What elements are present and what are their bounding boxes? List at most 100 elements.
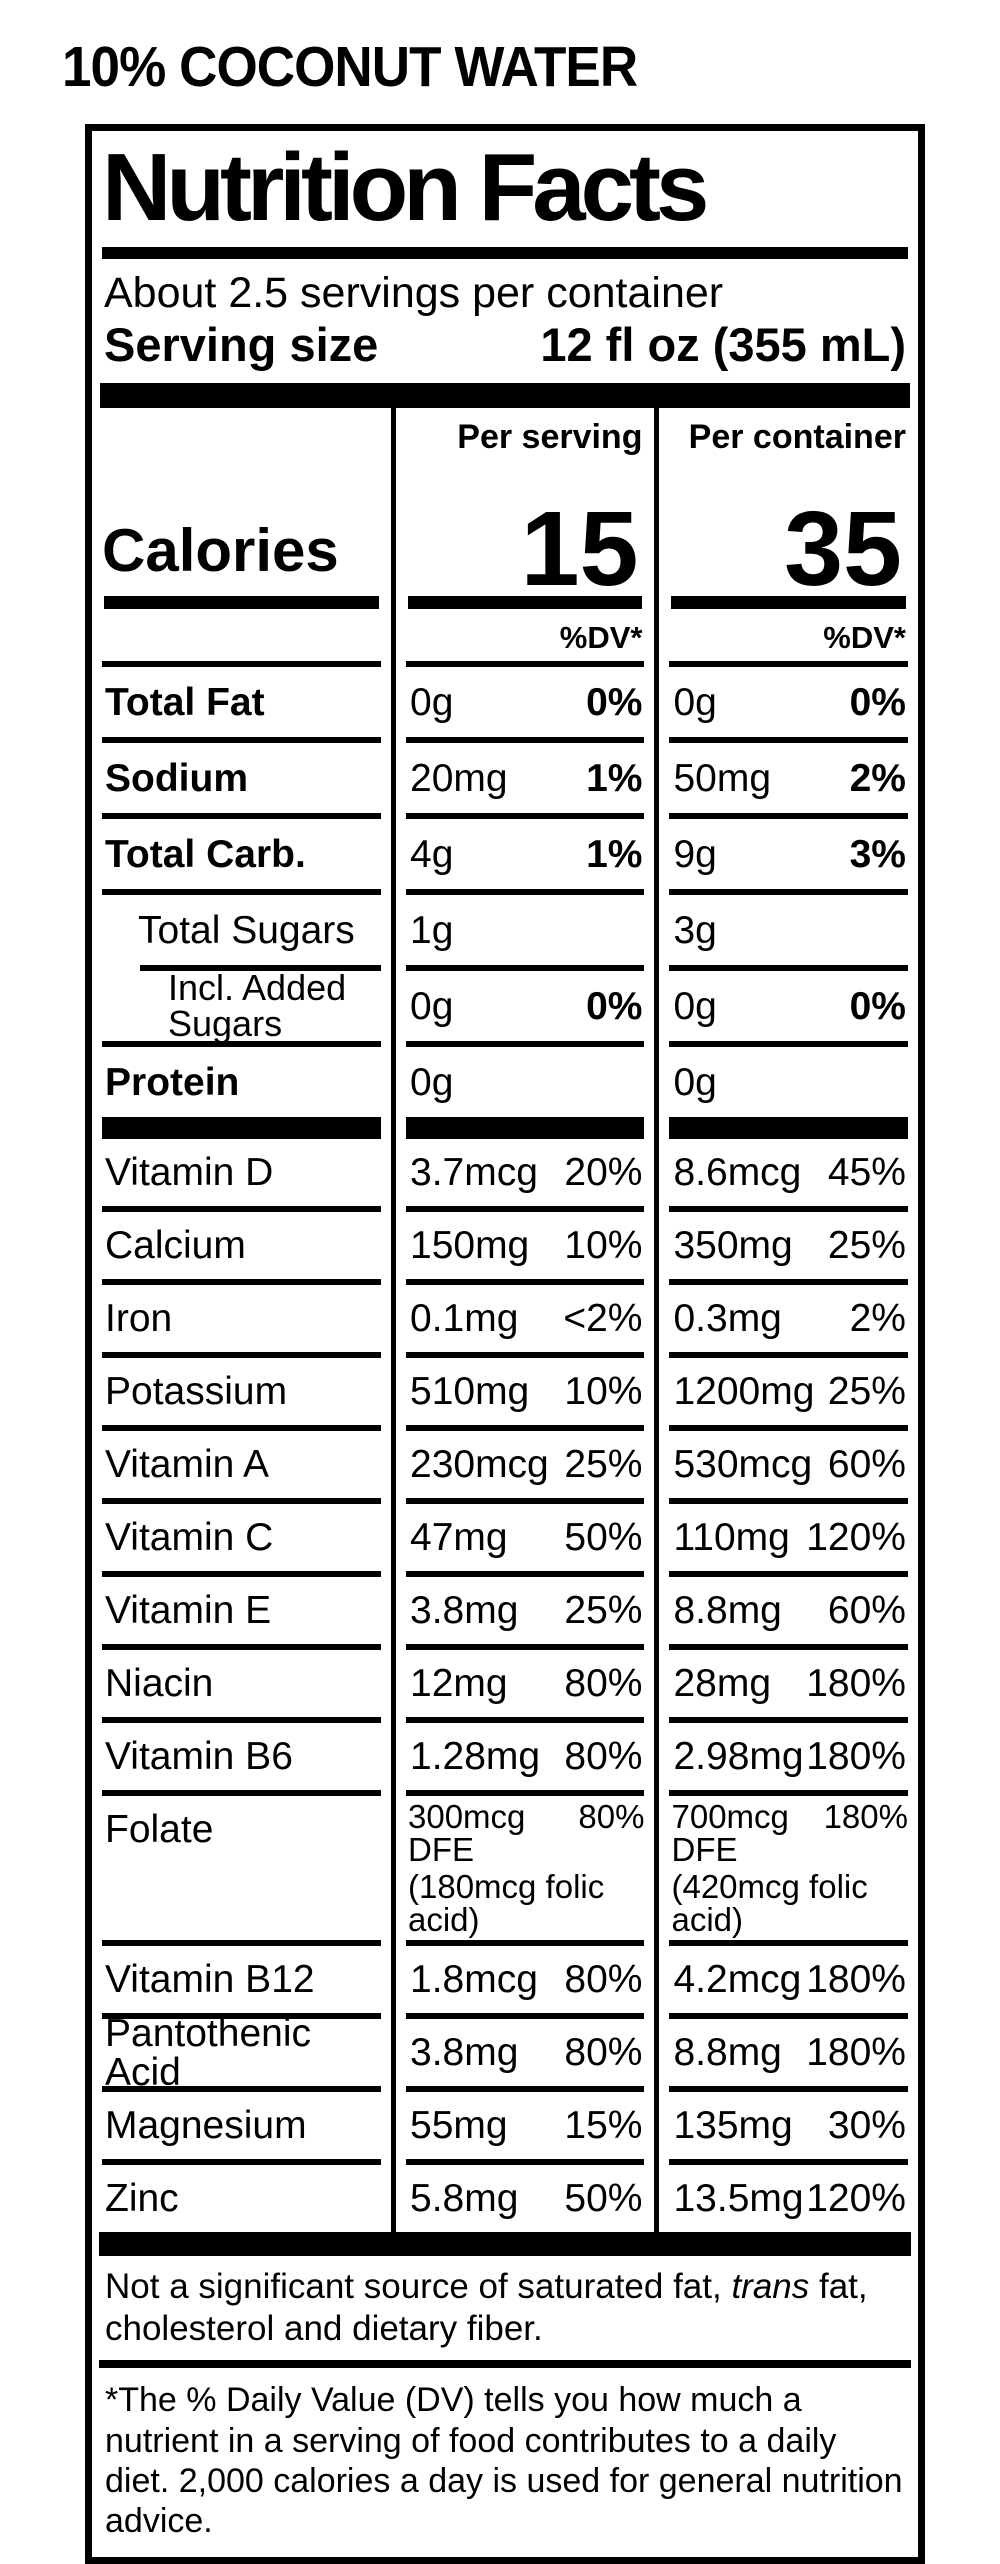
daily-value: 180% [823,1798,908,1836]
value-cell: 8.8mg 60% [659,1577,917,1644]
row-rule [406,965,645,972]
nutrient-label: Vitamin C [105,1516,274,1560]
amount: 4g [410,832,454,876]
dv-header: %DV* [559,620,643,656]
daily-value: 50% [564,1516,643,1560]
row-rule [406,1717,645,1724]
footnote-divider-bar [99,2360,911,2369]
row-rule [669,1279,908,1286]
value-cell: 13.5mg 120% [659,2165,917,2232]
row-rule [102,813,381,820]
row-rule [102,1940,381,1947]
value-cell: 1.28mg 80% [396,1723,654,1790]
row-rule [669,1644,908,1651]
daily-value: 15% [564,2104,643,2148]
value-cell: 5.8mg 50% [396,2165,654,2232]
amount: 0g [673,984,717,1028]
amount: 0g [410,680,454,724]
amount: 0g [673,680,717,724]
calories-label: Calories [102,517,339,585]
value-cell: 20mg 1% [396,743,654,813]
row-rule [406,661,645,668]
row-rule [406,2159,645,2166]
amount: 1.28mg [410,1735,541,1779]
row-rule [669,1571,908,1578]
value-cell: 4g 1% [396,819,654,889]
row-rule [102,1279,381,1286]
value-cell-folate: 700mcg DFE 180% (420mcg folic acid) [659,1796,917,1940]
row-rule [406,2086,645,2093]
row-rule [102,1571,381,1578]
calories-per-serving: 15 [520,490,639,609]
value-cell: 0g 0% [659,971,917,1041]
value-cell: 47mg 50% [396,1504,654,1571]
daily-value: 30% [827,2104,906,2148]
row-rule [102,1352,381,1359]
row-rule [669,2013,908,2020]
value-cell: 3.8mg 25% [396,1577,654,1644]
daily-value: 80% [564,1662,643,1706]
value-cell: 3.8mg 80% [396,2019,654,2086]
row-rule [669,2086,908,2093]
row-rule [102,1206,381,1213]
nutrition-facts-title: Nutrition Facts [102,134,709,241]
nutrient-label: Potassium [105,1370,288,1414]
daily-value: 80% [564,1958,643,2002]
row-rule [102,1717,381,1724]
note-text: fat, cholesterol and dietary fiber. [105,2267,868,2349]
amount: 13.5mg [673,2177,804,2221]
amount: 350mg [673,1224,793,1268]
daily-value: 0% [849,984,906,1028]
row-rule [406,1498,645,1505]
section-divider-bar [100,383,910,409]
nutrient-label: Iron [105,1297,173,1341]
amount: 1g [410,908,454,952]
amount: 700mcg DFE [671,1798,789,1869]
daily-value: 180% [806,1958,906,2002]
row-rule [406,1571,645,1578]
row-rule [669,1498,908,1505]
calories-underline [671,596,906,610]
vitamins-divider-bar [669,1117,908,1140]
daily-value: 25% [827,1370,906,1414]
row-rule [102,1644,381,1651]
value-cell: 28mg 180% [659,1650,917,1717]
calories-underline [104,596,379,610]
value-cell: 350mg 25% [659,1212,917,1279]
row-rule [406,1352,645,1359]
value-cell: 8.6mcg 45% [659,1139,917,1206]
row-rule [406,1041,645,1048]
value-cell: 230mcg 25% [396,1431,654,1498]
nutrient-label: Folate [105,1808,214,1852]
daily-value: 180% [806,1662,906,1706]
nutrient-label: Magnesium [105,2104,307,2148]
trans-italic: trans [731,2267,810,2307]
row-rule [669,1041,908,1048]
amount: 8.8mg [673,2031,782,2075]
value-cell: 530mcg 60% [659,1431,917,1498]
value-cell: 12mg 80% [396,1650,654,1717]
dv-header: %DV* [823,620,906,656]
nutrient-label: Total Fat [105,680,265,724]
serving-size-label: Serving size [104,318,379,372]
value-cell: 0.1mg <2% [396,1285,654,1352]
nutrient-label: Incl. Added Sugars [168,967,347,1045]
row-rule [669,1940,908,1947]
dv-header-spacer [92,609,391,661]
header-spacer [92,408,391,456]
amount: 530mcg [673,1443,813,1487]
value-cell: 0g 0% [659,667,917,737]
value-cell: 150mg 10% [396,1212,654,1279]
amount: 4.2mcg [673,1958,802,2002]
nutrient-label: Vitamin D [105,1151,274,1195]
amount: 47mg [410,1516,508,1560]
per-container-header: Per container [688,418,906,457]
servings-per-container: About 2.5 servings per container [104,268,724,317]
value-cell: 55mg 15% [396,2092,654,2159]
value-cell: 9g 3% [659,819,917,889]
daily-value: 50% [564,2177,643,2221]
daily-value: 0% [849,680,906,724]
row-rule [102,1790,381,1797]
row-rule [406,2013,645,2020]
